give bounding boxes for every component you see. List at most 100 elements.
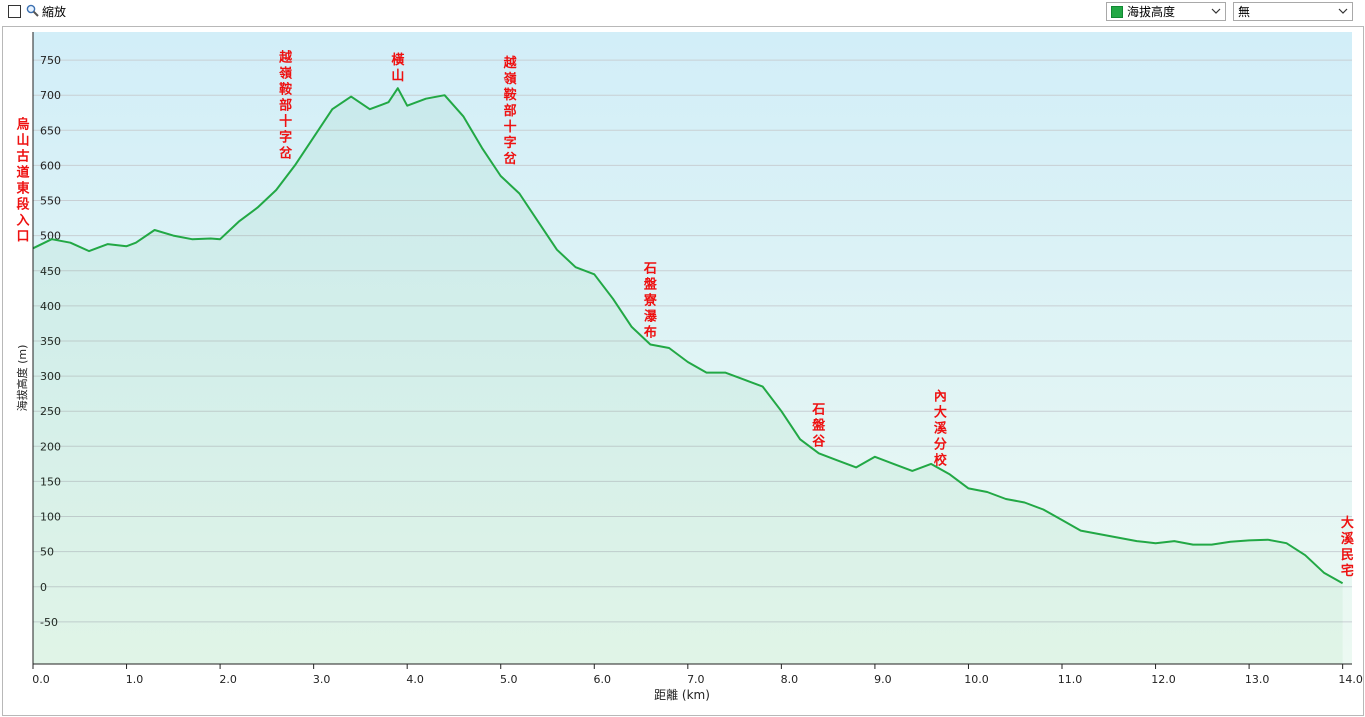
waypoint-annotation-char: 瀑 [644, 308, 658, 324]
x-tick-label: 3.0 [313, 673, 331, 686]
waypoint-annotation-char: 部 [279, 97, 292, 113]
y-tick-label: -50 [40, 616, 58, 629]
x-tick-label: 7.0 [687, 673, 705, 686]
x-tick-label: 4.0 [406, 673, 424, 686]
chart-toolbar: 縮放 海拔高度 無 [0, 0, 1365, 28]
x-tick-label: 2.0 [219, 673, 237, 686]
waypoint-annotation-char: 鞍 [279, 81, 292, 97]
elevation-chart[interactable]: 7507006506005505004504003503002502001501… [0, 28, 1365, 717]
waypoint-annotation: 石盤谷 [811, 402, 826, 449]
series-select[interactable]: 海拔高度 [1106, 2, 1226, 21]
waypoint-annotation-char: 岔 [504, 151, 518, 167]
zoom-checkbox[interactable] [8, 5, 21, 18]
waypoint-annotation-char: 橫 [391, 52, 405, 68]
y-tick-label: 300 [40, 370, 61, 383]
waypoint-annotation-char: 字 [279, 129, 292, 145]
waypoint-annotation-char: 布 [644, 324, 657, 340]
waypoint-annotation-char: 古 [16, 148, 29, 164]
waypoint-annotation-char: 宅 [1341, 563, 1354, 579]
x-tick-label: 11.0 [1058, 673, 1083, 686]
waypoint-annotation-char: 字 [504, 135, 517, 151]
waypoint-annotation-char: 岔 [279, 145, 293, 161]
y-tick-label: 400 [40, 300, 61, 313]
waypoint-annotation-char: 石 [811, 402, 825, 417]
waypoint-annotation-char: 溪 [934, 420, 948, 436]
waypoint-annotation-char: 內 [934, 388, 947, 404]
waypoint-annotation-char: 石 [643, 261, 657, 276]
waypoint-annotation-char: 越 [503, 55, 518, 71]
waypoint-annotation-char: 盤 [643, 276, 658, 292]
y-tick-label: 450 [40, 265, 61, 278]
x-tick-label: 10.0 [964, 673, 989, 686]
waypoint-annotation-char: 分 [934, 436, 947, 452]
waypoint-annotation-char: 谷 [812, 433, 826, 449]
waypoint-annotation-char: 鞍 [504, 87, 517, 103]
fill-select[interactable]: 無 [1233, 2, 1353, 21]
y-tick-label: 350 [40, 335, 61, 348]
waypoint-annotation-char: 部 [504, 103, 517, 119]
y-tick-label: 700 [40, 89, 61, 102]
waypoint-annotation-char: 大 [1341, 515, 1354, 531]
y-tick-label: 600 [40, 159, 61, 172]
y-tick-label: 200 [40, 440, 61, 453]
grid-lines [33, 59, 1352, 623]
plot-area [33, 32, 1352, 664]
waypoint-annotation-char: 入 [16, 213, 29, 228]
chevron-down-icon [1338, 5, 1348, 20]
y-tick-label: 650 [40, 124, 61, 137]
magnifier-icon [26, 4, 39, 20]
y-tick-labels: 7507006506005505004504003503002502001501… [40, 54, 61, 629]
waypoint-annotation-char: 溪 [1341, 531, 1355, 547]
y-tick-label: 150 [40, 475, 61, 488]
waypoint-annotation-char: 山 [16, 132, 29, 148]
x-tick-labels: 0.0 1.0 2.0 3.0 4.0 5.0 6.0 7.0 8.0 9.0 10.0 11.0 12… [32, 664, 1363, 686]
chevron-down-icon [1211, 5, 1221, 20]
zoom-label: 縮放 [42, 5, 67, 19]
x-tick-label: 9.0 [874, 673, 892, 686]
x-tick-label: 13.0 [1245, 673, 1270, 686]
x-tick-label: 8.0 [781, 673, 799, 686]
y-tick-label: 50 [40, 546, 54, 559]
zoom-toggle[interactable]: 縮放 [8, 3, 66, 20]
waypoint-annotation-char: 嶺 [278, 65, 292, 81]
elevation-area [33, 88, 1343, 664]
series-color-swatch [1111, 5, 1123, 18]
waypoint-annotation-char: 盤 [811, 417, 826, 433]
y-tick-label: 0 [40, 581, 47, 594]
waypoint-annotation-char: 道 [16, 164, 29, 180]
fill-select-value: 無 [1238, 5, 1251, 19]
y-tick-label: 100 [40, 511, 61, 524]
x-tick-label: 0.0 [32, 673, 50, 686]
waypoint-annotation-char: 民 [1341, 548, 1354, 563]
waypoint-annotation-char: 大 [934, 404, 947, 420]
waypoint-annotation-char: 十 [504, 119, 517, 135]
waypoint-annotation-char: 寮 [643, 292, 658, 308]
waypoint-annotation-char: 越 [278, 49, 293, 65]
waypoint-annotation-char: 嶺 [503, 71, 517, 87]
x-tick-label: 5.0 [500, 673, 518, 686]
waypoint-annotation-char: 東 [16, 180, 29, 196]
y-tick-label: 750 [40, 54, 61, 67]
y-axis-label: 海拔高度 (m) [15, 345, 29, 412]
waypoint-annotation: 橫山 [391, 52, 405, 84]
x-tick-label: 12.0 [1151, 673, 1176, 686]
waypoint-annotation-char: 校 [934, 452, 948, 468]
x-tick-label: 6.0 [594, 673, 612, 686]
waypoint-annotation-char: 山 [391, 68, 404, 84]
waypoint-annotations: 烏山古道東段入口越嶺鞍部十字岔橫山越嶺鞍部十字岔石盤寮瀑布石盤谷內大溪分校大溪民… [16, 49, 1354, 579]
y-tick-label: 550 [40, 195, 61, 208]
x-tick-label: 1.0 [126, 673, 144, 686]
waypoint-annotation-char: 烏 [16, 116, 29, 132]
x-axis-label: 距離 (km) [654, 688, 710, 702]
waypoint-annotation-char: 段 [16, 196, 29, 212]
waypoint-annotation-char: 口 [16, 229, 29, 244]
x-tick-label: 14.0 [1338, 673, 1363, 686]
elevation-line [32, 87, 1344, 585]
series-select-value: 海拔高度 [1127, 5, 1176, 19]
